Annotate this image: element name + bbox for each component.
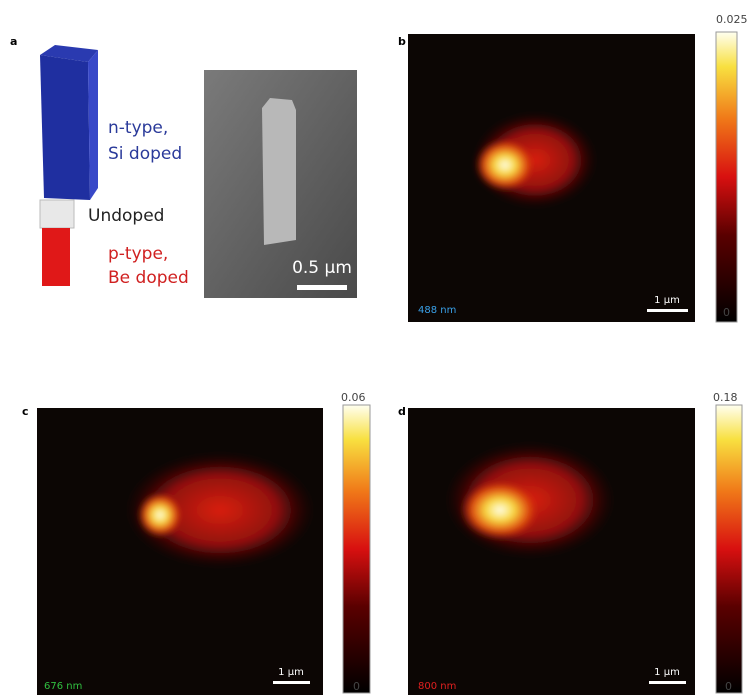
colorbar-min: 0 bbox=[725, 680, 732, 693]
colorbar bbox=[715, 404, 743, 694]
scale-text: 0.5 μm bbox=[292, 258, 352, 278]
hotspot bbox=[475, 139, 535, 191]
colorbar-max: 0.06 bbox=[341, 391, 366, 404]
colorbar-min: 0 bbox=[723, 306, 730, 319]
scale-bar bbox=[647, 309, 688, 312]
wire-p bbox=[42, 228, 70, 286]
emission bbox=[125, 452, 315, 568]
scale-text: 1 μm bbox=[654, 667, 680, 678]
wavelength: 676 nm bbox=[44, 681, 82, 692]
emission bbox=[445, 442, 615, 558]
scale-bar bbox=[297, 285, 347, 290]
wavelength: 800 nm bbox=[418, 681, 456, 692]
n-type: n-type, bbox=[108, 118, 168, 138]
panel-label: c bbox=[22, 405, 29, 418]
glow bbox=[125, 452, 315, 568]
scale-bar bbox=[649, 681, 686, 684]
scale-text: 1 μm bbox=[278, 667, 304, 678]
wire-n-side bbox=[88, 50, 98, 200]
n-dopant: Si doped bbox=[108, 144, 182, 164]
colorbar bbox=[342, 404, 371, 694]
p-type: p-type, bbox=[108, 244, 168, 264]
hotspot bbox=[138, 493, 182, 537]
wire-top bbox=[40, 45, 98, 62]
colorbar-min: 0 bbox=[353, 680, 360, 693]
colorbar-max: 0.025 bbox=[716, 13, 748, 26]
colorbar bbox=[715, 31, 738, 323]
scale-text: 1 μm bbox=[654, 295, 680, 306]
panel-label: b bbox=[398, 35, 406, 48]
panel-label: a bbox=[10, 35, 17, 48]
hotspot bbox=[460, 480, 540, 540]
panel-label: d bbox=[398, 405, 406, 418]
p-dopant: Be doped bbox=[108, 268, 189, 288]
wire-undoped bbox=[39, 199, 75, 229]
undoped: Undoped bbox=[88, 206, 164, 226]
colorbar-max: 0.18 bbox=[713, 391, 738, 404]
emission bbox=[473, 112, 597, 208]
scale-bar bbox=[273, 681, 310, 684]
wavelength: 488 nm bbox=[418, 305, 456, 316]
wire-n bbox=[40, 55, 90, 200]
sem-wire bbox=[262, 98, 296, 245]
